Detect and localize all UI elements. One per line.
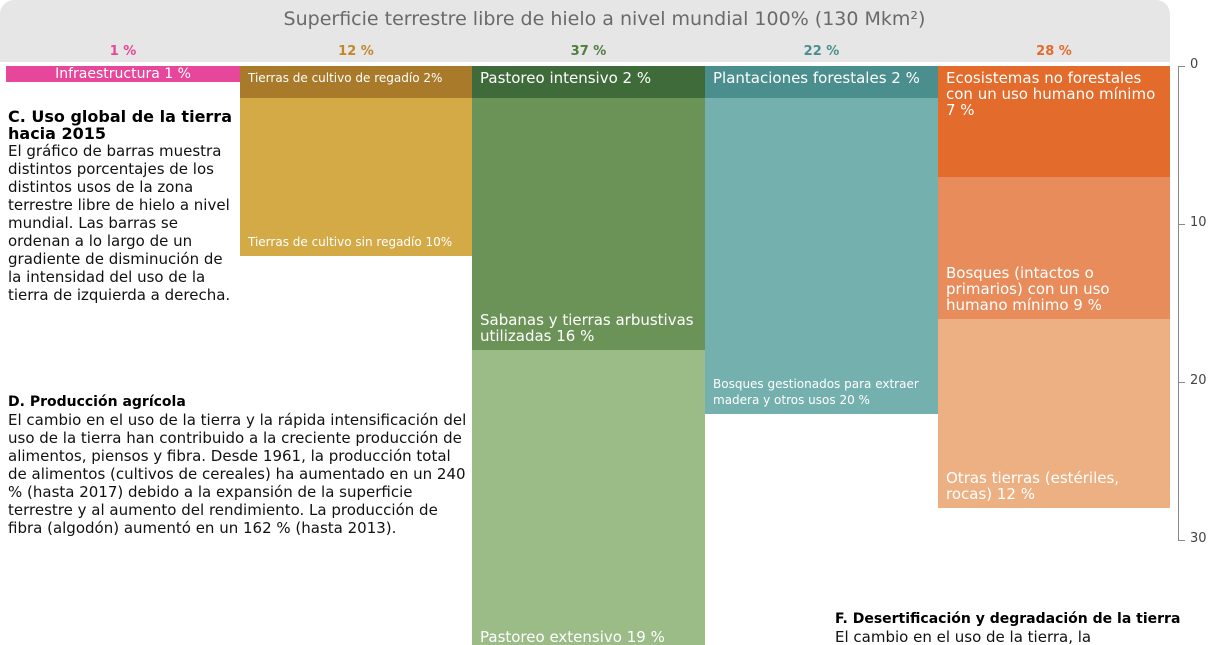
section-c: C. Uso global de la tierra hacia 2015 El… xyxy=(8,108,240,304)
y-tick xyxy=(1178,540,1185,541)
bar-segment: Sabanas y tierras arbustivas utilizadas … xyxy=(472,97,705,351)
section-heading: F. Desertificación y degradación de la t… xyxy=(835,611,1181,627)
segment-label: Pastoreo intensivo 2 % xyxy=(480,69,652,87)
bar-segment: Bosques (intactos o primarios) con un us… xyxy=(938,176,1170,319)
segment-label: Tierras de cultivo sin regadío 10% xyxy=(248,234,453,249)
segment-label: Otras tierras (estériles, rocas) 12 % xyxy=(946,469,1120,504)
section-body: El cambio en el uso de la tierra, la xyxy=(835,628,1092,645)
section-body: El cambio en el uso de la tierra y la rá… xyxy=(8,411,467,537)
section-f: F. Desertificación y degradación de la t… xyxy=(835,611,1209,645)
segment-label: Pastoreo extensivo 19 % xyxy=(480,627,665,645)
segment-label: Bosques (intactos o primarios) con un us… xyxy=(946,263,1110,314)
y-tick-label: 20 xyxy=(1190,373,1207,388)
y-tick-label: 30 xyxy=(1190,531,1207,546)
y-tick xyxy=(1178,66,1185,67)
section-heading: D. Producción agrícola xyxy=(8,394,186,410)
header-band xyxy=(0,0,1170,62)
column-total: 12 % xyxy=(338,44,374,59)
bar-segment: Plantaciones forestales 2 % xyxy=(705,66,938,98)
segment-label: Bosques gestionados para extraer madera … xyxy=(713,376,919,407)
y-tick-label: 0 xyxy=(1190,57,1199,72)
bar-segment: Tierras de cultivo sin regadío 10% xyxy=(240,97,472,256)
segment-label: Infraestructura 1 % xyxy=(55,66,191,82)
column-total: 28 % xyxy=(1036,44,1072,59)
segment-label: Ecosistemas no forestales con un uso hum… xyxy=(946,69,1156,119)
section-body: El gráfico de barras muestra distintos p… xyxy=(8,142,231,304)
bar-segment: Pastoreo extensivo 19 % xyxy=(472,350,705,645)
chart-title: Superficie terrestre libre de hielo a ni… xyxy=(283,8,926,30)
segment-label: Tierras de cultivo de regadío 2% xyxy=(248,71,443,85)
segment-label: Plantaciones forestales 2 % xyxy=(713,69,920,87)
y-tick xyxy=(1178,224,1185,225)
bar-segment: Bosques gestionados para extraer madera … xyxy=(705,97,938,414)
column-total: 1 % xyxy=(109,44,137,59)
section-d: D. Producción agrícola El cambio en el u… xyxy=(8,394,470,537)
column-total: 22 % xyxy=(803,44,840,59)
bar-segment: Tierras de cultivo de regadío 2% xyxy=(240,66,472,98)
segment-label: Sabanas y tierras arbustivas utilizadas … xyxy=(480,311,694,346)
bar-segment: Infraestructura 1 % xyxy=(6,66,240,82)
bar-segment: Pastoreo intensivo 2 % xyxy=(472,66,705,98)
bar-segment: Otras tierras (estériles, rocas) 12 % xyxy=(938,318,1170,509)
bar-segment: Ecosistemas no forestales con un uso hum… xyxy=(938,66,1170,177)
y-tick xyxy=(1178,382,1185,383)
y-axis-line xyxy=(1178,66,1179,540)
column-total: 37 % xyxy=(570,44,607,59)
y-tick-label: 10 xyxy=(1190,215,1207,230)
section-heading: C. Uso global de la tierra hacia 2015 xyxy=(8,107,232,143)
